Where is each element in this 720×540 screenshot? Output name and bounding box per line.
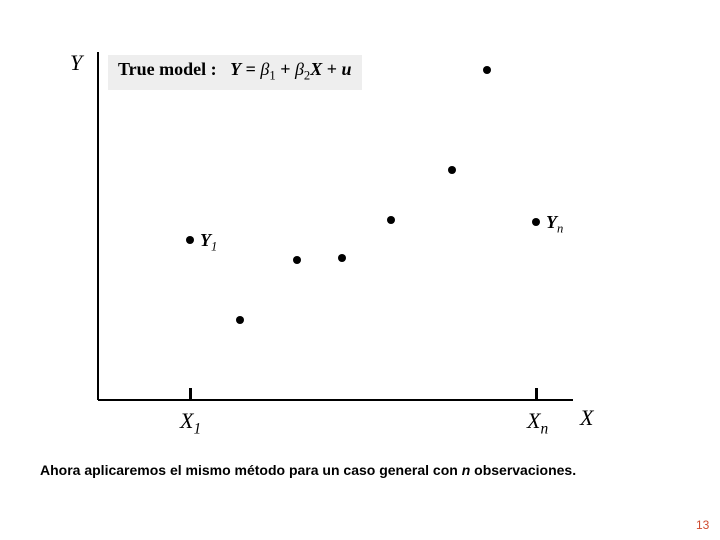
point-label: Yn <box>546 212 563 237</box>
scatter-point <box>448 166 456 174</box>
caption-suffix: observaciones. <box>470 462 576 478</box>
model-equation-box: True model : Y = β1 + β2X + u <box>108 55 362 90</box>
scatter-point <box>236 316 244 324</box>
caption-n: n <box>462 462 471 478</box>
scatter-point <box>483 66 491 74</box>
x-tick-label: Xn <box>527 408 548 438</box>
model-equation: Y = β1 + β2X + u <box>221 59 351 79</box>
x-tick <box>535 388 538 400</box>
model-lead: True model : <box>118 59 217 79</box>
slide: { "page_number": "13", "caption_prefix":… <box>0 0 720 540</box>
scatter-point <box>293 256 301 264</box>
x-tick-label: X1 <box>180 408 201 438</box>
scatter-point <box>532 218 540 226</box>
page-number: 13 <box>696 518 709 532</box>
point-label: Y1 <box>200 230 217 255</box>
x-axis-label: X <box>580 405 593 431</box>
scatter-point <box>387 216 395 224</box>
y-axis-label: Y <box>70 50 82 76</box>
caption: Ahora aplicaremos el mismo método para u… <box>40 462 576 478</box>
scatter-point <box>338 254 346 262</box>
x-tick <box>189 388 192 400</box>
caption-prefix: Ahora aplicaremos el mismo método para u… <box>40 462 462 478</box>
scatter-point <box>186 236 194 244</box>
